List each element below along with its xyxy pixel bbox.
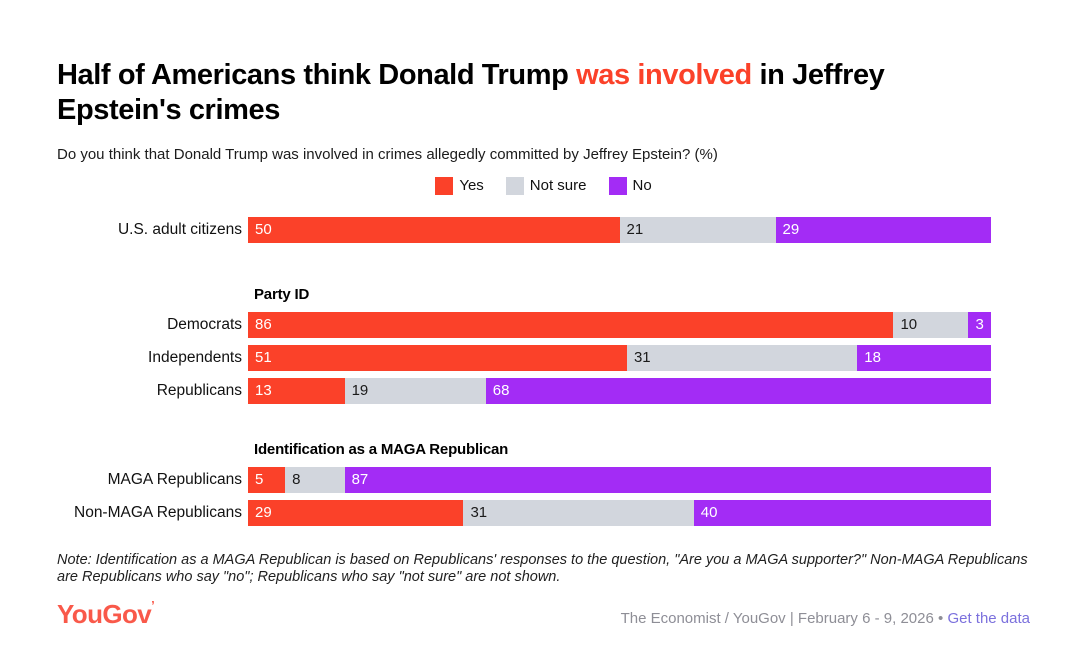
legend-label: Yes — [459, 177, 484, 195]
segment-value: 3 — [975, 316, 984, 334]
bar-segment-yes: 50 — [248, 216, 620, 243]
segment-value: 87 — [351, 471, 369, 489]
bar-segment-no: 29 — [775, 216, 991, 243]
segment-value: 51 — [255, 349, 272, 367]
bar-row: Democrats 86 10 3 — [57, 311, 991, 338]
bar-segment-yes: 86 — [248, 311, 894, 338]
bar-segment-no: 3 — [968, 311, 991, 338]
page-title: Half of Americans think Donald Trump was… — [57, 58, 967, 128]
bar-row: Independents 51 31 18 — [57, 344, 991, 371]
legend-item-yes: Yes — [435, 176, 484, 195]
stacked-bar: 5 8 87 — [248, 466, 991, 493]
yougov-logo-mark: ’ — [151, 597, 155, 613]
segment-value: 18 — [864, 349, 881, 367]
legend-label: No — [632, 177, 652, 195]
bar-segment-not-sure: 19 — [344, 377, 486, 404]
footnote: Note: Identification as a MAGA Republica… — [57, 551, 1028, 586]
segment-value: 31 — [470, 504, 488, 522]
source-attribution: The Economist / YouGov | February 6 - 9,… — [621, 610, 1030, 627]
bar-segment-no: 40 — [693, 499, 991, 526]
section-gap — [57, 250, 991, 286]
segment-value: 13 — [255, 382, 272, 400]
title-pre: Half of Americans think Donald Trump — [57, 59, 577, 91]
bar-segment-not-sure: 21 — [619, 216, 776, 243]
bar-row: MAGA Republicans 5 8 87 — [57, 466, 991, 493]
section-header: Identification as a MAGA Republican — [254, 440, 509, 458]
bar-segment-not-sure: 31 — [463, 499, 694, 526]
bar-segment-yes: 5 — [248, 466, 286, 493]
stacked-bar: 13 19 68 — [248, 377, 991, 404]
bar-row: Republicans 13 19 68 — [57, 377, 991, 404]
title-highlight: was involved — [576, 59, 752, 91]
stacked-bar: 86 10 3 — [248, 311, 991, 338]
source-text: The Economist / YouGov | February 6 - 9,… — [620, 609, 934, 627]
row-label: Non-MAGA Republicans — [74, 503, 242, 521]
yougov-logo: YouGov’ — [57, 597, 155, 630]
get-the-data-link[interactable]: Get the data — [947, 609, 1030, 627]
chart-legend: Yes Not sure No — [57, 176, 1030, 195]
bar-segment-not-sure: 31 — [626, 344, 858, 371]
segment-value: 10 — [900, 316, 918, 334]
bar-segment-no: 18 — [857, 344, 991, 371]
legend-label: Not sure — [529, 177, 587, 195]
legend-swatch-icon — [608, 176, 627, 195]
legend-item-no: No — [608, 176, 652, 195]
footer: YouGov’ The Economist / YouGov | Februar… — [57, 599, 1030, 630]
bar-segment-yes: 13 — [248, 377, 345, 404]
row-label: U.S. adult citizens — [117, 220, 242, 238]
bar-segment-no: 68 — [485, 377, 991, 404]
section-gap — [57, 411, 991, 441]
bar-row: Non-MAGA Republicans 29 31 40 — [57, 499, 991, 526]
row-label: Independents — [148, 348, 242, 366]
bar-segment-not-sure: 10 — [893, 311, 969, 338]
legend-swatch-icon — [435, 176, 454, 195]
chart-question: Do you think that Donald Trump was invol… — [57, 145, 718, 163]
row-label: MAGA Republicans — [107, 470, 242, 488]
segment-value: 19 — [351, 382, 369, 400]
bar-row: U.S. adult citizens 50 21 29 — [57, 216, 991, 243]
stacked-bar: 51 31 18 — [248, 344, 991, 371]
segment-value: 21 — [626, 221, 644, 239]
segment-value: 5 — [255, 471, 264, 489]
segment-value: 40 — [700, 504, 718, 522]
legend-swatch-icon — [505, 176, 524, 195]
segment-value: 31 — [633, 349, 651, 367]
bar-segment-yes: 51 — [248, 344, 627, 371]
segment-value: 68 — [492, 382, 510, 400]
row-label: Republicans — [156, 381, 242, 399]
segment-value: 29 — [782, 221, 800, 239]
bar-segment-yes: 29 — [248, 499, 464, 526]
bar-segment-no: 87 — [344, 466, 991, 493]
segment-value: 86 — [255, 316, 272, 334]
stacked-bar: 50 21 29 — [248, 216, 991, 243]
bar-segment-not-sure: 8 — [285, 466, 345, 493]
stacked-bar: 29 31 40 — [248, 499, 991, 526]
row-label: Democrats — [167, 315, 242, 333]
chart-page: Half of Americans think Donald Trump was… — [57, 58, 1030, 630]
yougov-logo-text: YouGov — [57, 598, 152, 629]
segment-value: 29 — [255, 504, 272, 522]
section-header: Party ID — [254, 285, 310, 303]
segment-value: 50 — [255, 221, 272, 239]
source-separator: • — [938, 609, 944, 627]
segment-value: 8 — [292, 471, 301, 489]
stacked-bar-chart: U.S. adult citizens 50 21 29 Party ID Democra… — [57, 216, 991, 526]
title-post: in Jeffrey Epstein's crimes — [57, 59, 885, 126]
legend-item-not-sure: Not sure — [505, 176, 587, 195]
